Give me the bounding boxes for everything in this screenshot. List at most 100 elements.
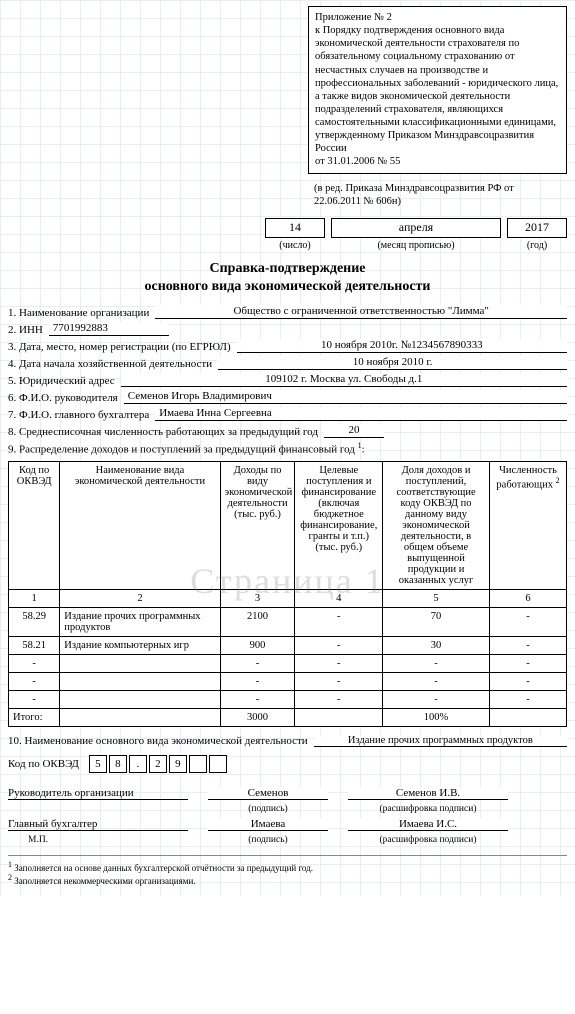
cell: - (489, 655, 566, 673)
col-header: Доходы по виду экономической деятельност… (220, 462, 295, 590)
total-cell: 3000 (220, 709, 295, 727)
sec10-label: 10. Наименование основного вида экономич… (8, 735, 314, 747)
col-num: 5 (383, 590, 490, 608)
total-cell: Итого: (9, 709, 60, 727)
cell (60, 673, 220, 691)
footnotes: 1 Заполняется на основе данных бухгалтер… (8, 855, 567, 886)
total-cell: 100% (383, 709, 490, 727)
cell: 70 (383, 608, 490, 637)
col-header: Код по ОКВЭД (9, 462, 60, 590)
cell: - (295, 608, 383, 637)
title: Справка-подтверждение (8, 261, 567, 277)
okved-row: Код по ОКВЭД 58.29 (8, 755, 567, 773)
header-revision: (в ред. Приказа Минздравсоцразвития РФ о… (308, 180, 567, 210)
f6-value: Семенов Игорь Владимирович (124, 390, 567, 404)
cell: 58.21 (9, 637, 60, 655)
col-num: 3 (220, 590, 295, 608)
okved-box: 8 (109, 755, 127, 773)
distribution-table: Код по ОКВЭДНаименование вида экономичес… (8, 461, 567, 727)
f7-value: Имаева Инна Сергеевна (155, 407, 567, 421)
cell: - (489, 691, 566, 709)
cell: - (489, 673, 566, 691)
sig-acc: Имаева (208, 818, 328, 831)
cell (60, 655, 220, 673)
lbl-dec2: (расшифровка подписи) (348, 835, 508, 845)
col-num: 2 (60, 590, 220, 608)
f5-value: 109102 г. Москва ул. Свободы д.1 (121, 373, 567, 387)
cell: - (295, 691, 383, 709)
f8-value: 20 (324, 424, 384, 438)
col-header: Численность работающих 2 (489, 462, 566, 590)
okved-box: 9 (169, 755, 187, 773)
total-cell (295, 709, 383, 727)
cell: 2100 (220, 608, 295, 637)
date-row: 14 апреля 2017 (8, 218, 567, 238)
cell: - (383, 673, 490, 691)
signatures: Руководитель организации Семенов Семенов… (8, 787, 567, 845)
lbl-dec1: (расшифровка подписи) (348, 804, 508, 814)
role-head: Руководитель организации (8, 787, 188, 800)
f5-label: 5. Юридический адрес (8, 375, 121, 387)
cell: - (220, 655, 295, 673)
dec-head: Семенов И.В. (348, 787, 508, 800)
cell: - (295, 637, 383, 655)
f6-label: 6. Ф.И.О. руководителя (8, 392, 124, 404)
cell: 30 (383, 637, 490, 655)
cell: Издание прочих программных продуктов (60, 608, 220, 637)
col-num: 1 (9, 590, 60, 608)
cell: - (9, 673, 60, 691)
footnote-2: Заполняется некоммерческими организациям… (14, 876, 195, 886)
f4-label: 4. Дата начала хозяйственной деятельност… (8, 358, 218, 370)
mp: М.П. (8, 835, 188, 845)
cell: - (383, 691, 490, 709)
subtitle: основного вида экономической деятельност… (8, 279, 567, 295)
okved-label: Код по ОКВЭД (8, 758, 85, 770)
date-labels: (число) (месяц прописью) (год) (8, 240, 567, 251)
cell: 58.29 (9, 608, 60, 637)
header-appendix: Приложение № 2 к Порядку подтверждения о… (308, 6, 567, 174)
lbl-sig1: (подпись) (208, 804, 328, 814)
cell: - (220, 691, 295, 709)
cell: - (220, 673, 295, 691)
okved-box (209, 755, 227, 773)
label-day: (число) (265, 240, 325, 251)
col-header: Доля доходов и поступлений, соответствую… (383, 462, 490, 590)
cell: 900 (220, 637, 295, 655)
cell: - (295, 673, 383, 691)
col-header: Целевые поступления и финансирование (вк… (295, 462, 383, 590)
cell: - (489, 608, 566, 637)
f2-label: 2. ИНН (8, 324, 49, 336)
okved-box: 5 (89, 755, 107, 773)
document-sheet: Приложение № 2 к Порядку подтверждения о… (0, 0, 575, 896)
col-num: 6 (489, 590, 566, 608)
sec10: 10. Наименование основного вида экономич… (8, 735, 567, 747)
cell: - (9, 655, 60, 673)
footnote-1: Заполняется на основе данных бухгалтерск… (14, 863, 313, 873)
col-num: 4 (295, 590, 383, 608)
cell: - (489, 637, 566, 655)
f2-value: 7701992883 (49, 322, 169, 336)
lbl-sig2: (подпись) (208, 835, 328, 845)
cell: - (383, 655, 490, 673)
cell: - (9, 691, 60, 709)
cell: - (295, 655, 383, 673)
cell: Издание компьютерных игр (60, 637, 220, 655)
f3-value: 10 ноября 2010г. №1234567890333 (237, 339, 567, 353)
f8-label: 8. Среднесписочная численность работающи… (8, 426, 324, 438)
f1-value: Общество с ограниченной ответственностью… (155, 305, 567, 319)
f9-label: 9. Распределение доходов и поступлений з… (8, 441, 371, 456)
dec-acc: Имаева И.С. (348, 818, 508, 831)
f3-label: 3. Дата, место, номер регистрации (по ЕГ… (8, 341, 237, 353)
f7-label: 7. Ф.И.О. главного бухгалтера (8, 409, 155, 421)
f4-value: 10 ноября 2010 г. (218, 356, 567, 370)
okved-box (189, 755, 207, 773)
sec10-value: Издание прочих программных продуктов (314, 735, 567, 747)
sig-head: Семенов (208, 787, 328, 800)
date-month: апреля (331, 218, 501, 238)
okved-box: 2 (149, 755, 167, 773)
total-cell (489, 709, 566, 727)
col-header: Наименование вида экономической деятельн… (60, 462, 220, 590)
label-year: (год) (507, 240, 567, 251)
date-year: 2017 (507, 218, 567, 238)
date-day: 14 (265, 218, 325, 238)
